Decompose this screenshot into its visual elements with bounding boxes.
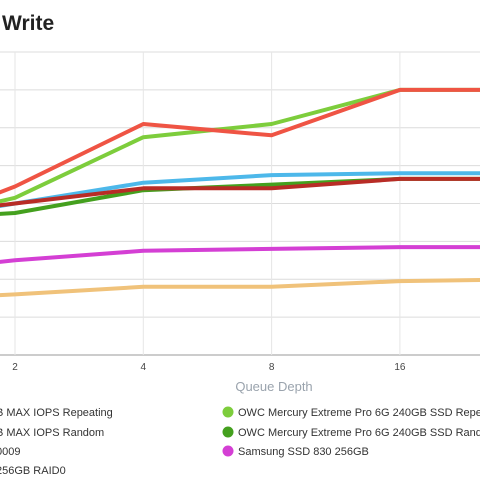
x-axis-label: Queue Depth	[235, 379, 312, 394]
legend-label: B MAX IOPS Random	[0, 427, 104, 439]
legend-marker	[222, 426, 234, 438]
series-line	[0, 176, 480, 208]
legend-label: Samsung SSD 830 256GB	[238, 446, 369, 458]
legend-label: OWC Mercury Extreme Pro 6G 240GB SSD Ran…	[238, 427, 480, 439]
x-tick-label: 4	[141, 362, 147, 373]
chart-title: Write	[2, 12, 55, 35]
legend-marker	[222, 406, 234, 418]
legend-label: 256GB RAID0	[0, 465, 66, 477]
legend-item: B MAX IOPS Random	[0, 427, 104, 439]
legend-label: 0009	[0, 446, 20, 458]
series-line	[0, 171, 480, 208]
legend-item: OWC Mercury Extreme Pro 6G 240GB SSD Rep…	[222, 406, 480, 419]
series-line	[0, 87, 480, 195]
legend-marker	[222, 445, 234, 457]
x-tick-labels: 2 4 8 16	[12, 362, 406, 373]
legend-label: OWC Mercury Extreme Pro 6G 240GB SSD Rep…	[238, 407, 480, 419]
legend-item: B MAX IOPS Repeating	[0, 407, 113, 419]
series-lines	[0, 87, 480, 298]
legend: B MAX IOPS Repeating OWC Mercury Extreme …	[0, 406, 480, 477]
x-tick-label: 16	[394, 362, 406, 373]
series-line	[0, 277, 480, 298]
legend-label: B MAX IOPS Repeating	[0, 407, 113, 419]
x-tick-label: 2	[12, 362, 18, 373]
series-line	[0, 176, 480, 216]
legend-item: 256GB RAID0	[0, 465, 66, 477]
x-tick-label: 8	[269, 362, 275, 373]
series-line	[0, 245, 480, 264]
legend-item: Samsung SSD 830 256GB	[222, 445, 369, 458]
legend-item: 0009	[0, 446, 20, 458]
legend-item: OWC Mercury Extreme Pro 6G 240GB SSD Ran…	[222, 426, 480, 439]
